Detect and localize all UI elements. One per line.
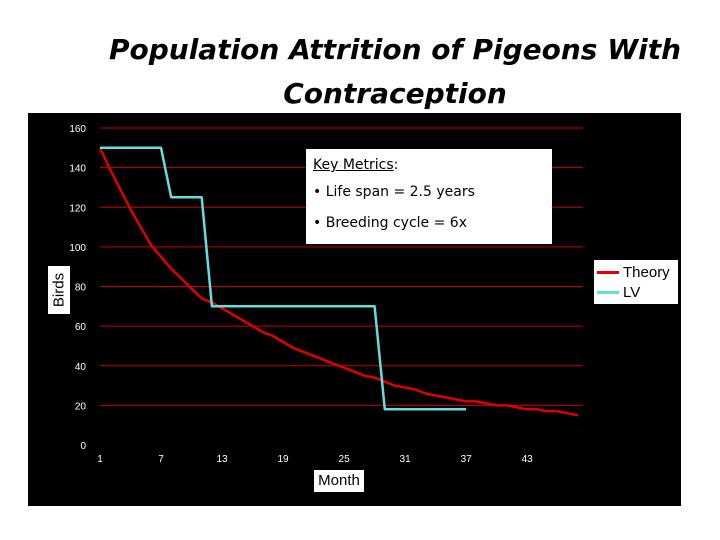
legend-swatch-theory xyxy=(597,270,619,274)
legend-label-lv: LV xyxy=(623,283,641,301)
legend-swatch-lv xyxy=(597,290,619,294)
x-tick-label-37: 37 xyxy=(461,454,473,465)
x-axis-label: Month xyxy=(314,470,364,492)
x-tick-labels: 1 7 13 19 25 31 37 43 xyxy=(97,454,533,465)
series-lines xyxy=(98,146,579,417)
legend-label-theory: Theory xyxy=(623,263,670,281)
x-tick-label-7: 7 xyxy=(158,454,164,465)
y-tick-labels: 0 20 40 60 80 100 120 140 160 xyxy=(69,124,86,452)
y-tick-label-160: 160 xyxy=(69,124,86,135)
x-tick-label-43: 43 xyxy=(522,454,534,465)
key-metric-breeding-cycle: • Breeding cycle = 6x xyxy=(313,215,467,231)
slide-title-line-2: Contraception xyxy=(283,77,507,110)
series-line-lv xyxy=(100,146,467,411)
slide-title-line-1: Population Attrition of Pigeons With xyxy=(108,33,682,66)
x-tick-label-31: 31 xyxy=(400,454,412,465)
y-tick-label-100: 100 xyxy=(69,243,86,254)
x-tick-label-19: 19 xyxy=(278,454,290,465)
key-metrics-heading-colon: : xyxy=(393,157,399,173)
key-metrics-heading-text: Key Metrics xyxy=(313,157,394,173)
x-tick-label-13: 13 xyxy=(216,454,228,465)
series-line-theory xyxy=(98,147,579,417)
y-tick-label-60: 60 xyxy=(75,322,87,333)
x-tick-label-25: 25 xyxy=(339,454,351,465)
key-metrics-box: Key Metrics: • Life span = 2.5 years • B… xyxy=(306,149,552,244)
x-tick-label-1: 1 xyxy=(97,454,103,465)
y-tick-label-80: 80 xyxy=(75,283,87,294)
slide-title: Population Attrition of Pigeons With Con… xyxy=(0,28,720,116)
y-tick-label-40: 40 xyxy=(75,362,87,373)
y-axis-label: Birds xyxy=(50,272,68,308)
chart-legend: Theory LV xyxy=(594,260,678,304)
y-tick-label-140: 140 xyxy=(69,164,86,175)
key-metrics-heading: Key Metrics: xyxy=(313,153,552,177)
y-tick-label-120: 120 xyxy=(69,203,86,214)
y-tick-label-0: 0 xyxy=(80,441,86,452)
y-tick-label-20: 20 xyxy=(75,401,87,412)
y-axis-label-box xyxy=(48,266,70,314)
legend-item-lv: LV xyxy=(597,282,678,302)
key-metric-life-span: • Life span = 2.5 years xyxy=(313,184,475,200)
legend-item-theory: Theory xyxy=(597,262,678,282)
